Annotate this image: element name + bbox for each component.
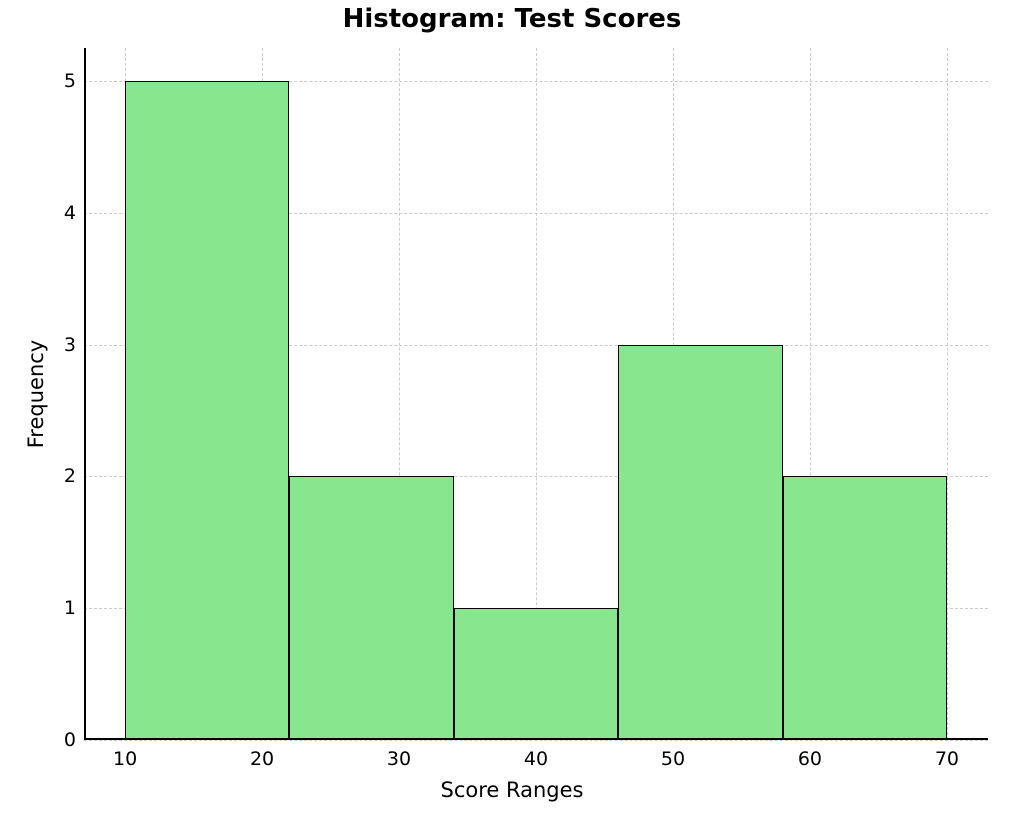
x-axis-label: Score Ranges <box>0 778 1024 802</box>
y-tick-label: 5 <box>56 70 76 92</box>
axis-spine-bottom <box>84 738 988 740</box>
histogram-bar <box>783 476 947 740</box>
plot-area <box>84 48 988 740</box>
x-tick-label: 50 <box>661 748 685 770</box>
histogram-bar <box>289 476 453 740</box>
gridline-horizontal <box>84 740 988 741</box>
gridline-vertical <box>947 48 948 740</box>
y-tick-label: 3 <box>56 334 76 356</box>
histogram-bar <box>618 345 782 740</box>
figure: Histogram: Test Scores 10 20 30 40 50 60 70 0 1… <box>0 0 1024 829</box>
y-tick-label: 0 <box>56 729 76 751</box>
x-tick-label: 40 <box>524 748 548 770</box>
y-tick-label: 4 <box>56 202 76 224</box>
chart-title: Histogram: Test Scores <box>0 4 1024 34</box>
histogram-bar <box>125 81 289 740</box>
y-tick-label: 2 <box>56 465 76 487</box>
x-tick-label: 30 <box>387 748 411 770</box>
histogram-bar <box>454 608 618 740</box>
y-tick-label: 1 <box>56 597 76 619</box>
x-tick-label: 10 <box>113 748 137 770</box>
x-tick-label: 70 <box>935 748 959 770</box>
x-tick-label: 60 <box>798 748 822 770</box>
y-axis-label: Frequency <box>24 48 48 740</box>
x-tick-label: 20 <box>250 748 274 770</box>
axis-spine-left <box>84 48 86 740</box>
